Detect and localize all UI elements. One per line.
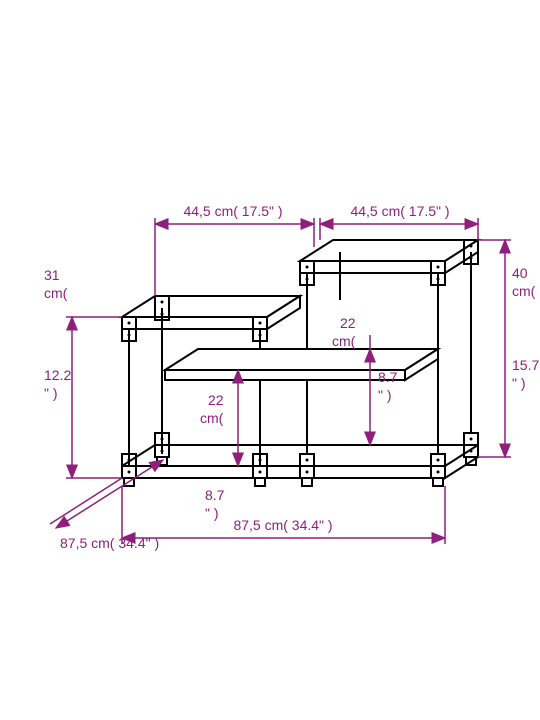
dim-left-h-l1: 31 [44, 267, 60, 283]
dim-sl-l1: 22 [208, 392, 224, 408]
dim-top-right-label: 44,5 cm( 17.5" ) [350, 203, 449, 219]
figure-stage: 44,5 cm( 17.5" ) 44,5 cm( 17.5" ) 31 cm(… [0, 0, 540, 720]
dim-width: 87,5 cm( 34.4" ) [122, 486, 445, 544]
dim-left-height: 31 cm( 12.2 " ) [44, 267, 122, 478]
dim-sl-l2: cm( [200, 410, 224, 426]
dim-sl-l4: " ) [205, 505, 219, 521]
dim-top-left: 44,5 cm( 17.5" ) [155, 203, 314, 296]
dim-left-h-l3: 12.2 [44, 367, 71, 383]
dim-right-h-l2: cm( [512, 283, 536, 299]
dim-sr-l3: 8.7 [378, 369, 398, 385]
drawing-svg: 44,5 cm( 17.5" ) 44,5 cm( 17.5" ) 31 cm(… [0, 0, 540, 720]
dim-top-left-label: 44,5 cm( 17.5" ) [183, 203, 282, 219]
dim-width-label: 87,5 cm( 34.4" ) [233, 517, 332, 533]
dim-sr-l1: 22 [340, 315, 356, 331]
dim-right-height: 40 cm( 15.7 " ) [478, 240, 539, 457]
dim-left-h-l4: " ) [44, 385, 58, 401]
dim-sr-l2: cm( [332, 333, 356, 349]
dim-sl-l3: 8.7 [205, 487, 225, 503]
dim-top-right: 44,5 cm( 17.5" ) [320, 203, 478, 240]
base-frame [122, 433, 478, 486]
dim-right-h-l3: 15.7 [512, 357, 539, 373]
dim-right-h-l1: 40 [512, 265, 528, 281]
dim-sr-l4: " ) [378, 387, 392, 403]
dim-left-h-l2: cm( [44, 285, 68, 301]
dim-right-h-l4: " ) [512, 375, 526, 391]
tall-block [300, 240, 478, 454]
